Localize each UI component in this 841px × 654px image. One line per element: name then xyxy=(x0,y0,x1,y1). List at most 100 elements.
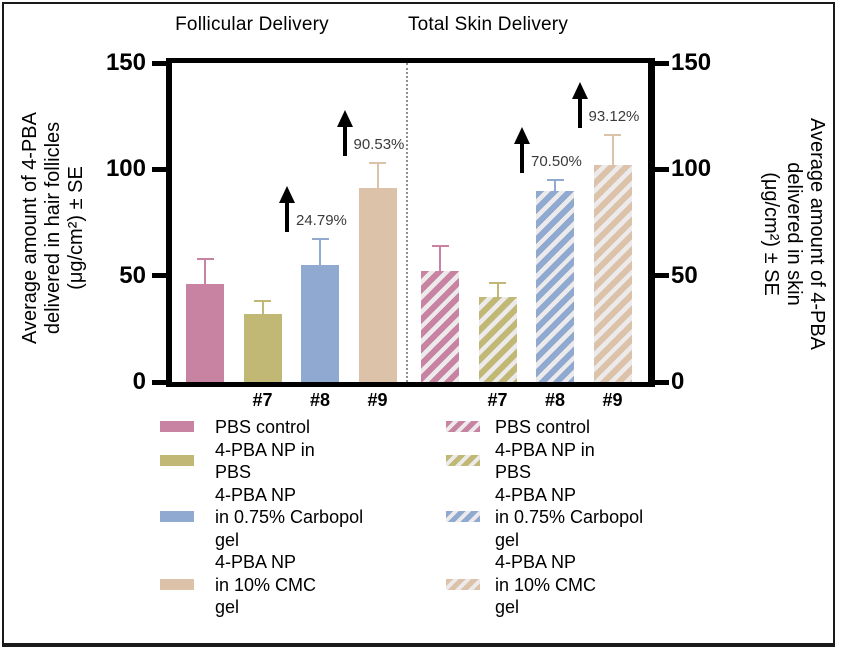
error-bar-shaft-0-3 xyxy=(376,161,379,189)
legend-item-1-line-1: PBS xyxy=(495,462,532,482)
error-bar-shaft-1-0 xyxy=(439,244,441,272)
x-tick-label-0-2: #8 xyxy=(309,390,331,410)
error-bar-cap-1-1 xyxy=(489,282,506,285)
legend-item-2-line-1: in 0.75% Carbopol xyxy=(495,507,644,527)
plot-frame xyxy=(166,58,655,387)
y-tick-right-50 xyxy=(655,273,669,279)
error-bar-shaft-0-0 xyxy=(204,257,206,285)
legend-swatch-np_olive xyxy=(160,455,194,466)
legend-item-3-line-0: 4-PBA NP xyxy=(215,552,297,572)
error-bar-cap-0-0 xyxy=(196,257,214,260)
y-axis-label-right: Average amount of 4-PBA delivered in ski… xyxy=(756,59,828,409)
error-bar-cap-0-1 xyxy=(254,300,271,303)
panel-title-total-skin: Total Skin Delivery xyxy=(407,14,569,35)
y-tick-right-0 xyxy=(655,379,669,385)
increase-arrow-shaft xyxy=(285,203,289,233)
y-tick-label-left-100: 100 xyxy=(105,155,146,183)
legend-item-0: PBS control xyxy=(446,416,676,439)
legend-total-skin: PBS control 4-PBA NP in PBS 4-PBA NP in 0.75… xyxy=(446,416,676,619)
increase-arrow-shaft xyxy=(342,126,347,156)
error-bar-shaft-1-1 xyxy=(496,282,499,297)
y-axis-label-left-line3: (μg/cm²) ± SE xyxy=(65,166,87,290)
panel-title-follicular: Follicular Delivery xyxy=(175,14,329,35)
legend-swatch-pbs_pink xyxy=(160,421,194,433)
legend-swatch-carbopol_blue-hatched xyxy=(446,511,480,523)
y-tick-right-100 xyxy=(655,166,669,172)
increase-arrow-1-2 xyxy=(513,126,531,173)
legend-item-1-line-1: PBS xyxy=(215,462,252,482)
x-tick-label-1-2: #8 xyxy=(544,390,566,410)
bar-follicular-1 xyxy=(243,313,282,382)
legend-swatch-carbopol_blue xyxy=(160,511,194,523)
error-bar-cap-1-3 xyxy=(604,134,621,137)
y-tick-label-right-150: 150 xyxy=(671,49,712,76)
increase-arrow-head xyxy=(514,126,530,144)
increase-arrow-shaft xyxy=(520,143,524,173)
y-axis-label-left-line1: Average amount of 4-PBA xyxy=(19,112,41,344)
legend-item-3-line-2: gel xyxy=(215,597,240,617)
legend-item-3-line-0: 4-PBA NP xyxy=(495,552,577,572)
legend-swatch-np_olive-hatched xyxy=(446,455,480,466)
y-axis-label-right-line3: (μg/cm²) ± SE xyxy=(760,172,782,296)
error-bar-cap-1-0 xyxy=(431,244,449,247)
y-tick-label-left-50: 50 xyxy=(119,261,146,289)
legend-item-1-line-0: 4-PBA NP in xyxy=(495,439,595,460)
increase-percent-label-1-3: 93.12% xyxy=(588,108,640,126)
y-tick-left-0 xyxy=(152,379,166,385)
y-tick-left-50 xyxy=(152,273,166,279)
legend-item-2: 4-PBA NP in 0.75% Carbopol gel xyxy=(446,484,676,552)
x-tick-label-1-3: #9 xyxy=(602,390,623,410)
error-bar-shaft-0-2 xyxy=(319,238,321,266)
error-bar-cap-0-2 xyxy=(311,238,329,241)
y-tick-left-150 xyxy=(152,60,166,66)
panel-divider-dotted-line xyxy=(406,63,408,382)
error-bar-cap-0-3 xyxy=(369,161,386,164)
legend-item-3-line-2: gel xyxy=(495,597,520,617)
increase-arrow-head xyxy=(571,82,588,100)
legend-item-0: PBS control xyxy=(160,416,390,439)
y-tick-label-right-0: 0 xyxy=(671,368,685,395)
increase-arrow-0-3 xyxy=(336,109,354,156)
increase-arrow-head xyxy=(279,186,295,204)
x-tick-label-1-1: #7 xyxy=(487,390,508,410)
legend-follicular: PBS control 4-PBA NP in PBS 4-PBA NP in 0.75… xyxy=(160,416,390,619)
legend-swatch-pbs_pink-hatched xyxy=(446,421,480,433)
bar-total-skin-3 xyxy=(593,165,632,382)
legend-item-2-line-0: 4-PBA NP xyxy=(495,484,577,505)
x-tick-label-0-3: #9 xyxy=(367,390,388,410)
y-tick-label-left-0: 0 xyxy=(132,368,146,395)
legend-swatch-cmc_tan-hatched xyxy=(446,578,480,590)
error-bar-shaft-0-1 xyxy=(261,300,264,314)
legend-item-3: 4-PBA NP in 10% CMC gel xyxy=(446,551,676,619)
bar-total-skin-0 xyxy=(421,271,459,382)
figure-border xyxy=(2,2,835,647)
y-tick-right-150 xyxy=(655,60,669,66)
error-bar-shaft-1-2 xyxy=(554,178,556,191)
x-tick-label-0-1: #7 xyxy=(252,390,273,410)
bar-follicular-2 xyxy=(301,265,339,382)
y-axis-label-left: Average amount of 4-PBA delivered in hai… xyxy=(19,53,91,403)
error-bar-shaft-1-3 xyxy=(611,134,614,166)
y-tick-label-left-150: 150 xyxy=(105,49,146,76)
y-tick-left-100 xyxy=(152,166,166,172)
legend-item-2-line-1: in 0.75% Carbopol xyxy=(215,507,364,527)
bar-total-skin-2 xyxy=(536,190,574,382)
error-bar-cap-1-2 xyxy=(546,178,564,181)
y-axis-label-left-line2: delivered in hair follicles xyxy=(42,121,64,335)
y-axis-label-right-line1: Average amount of 4-PBA xyxy=(806,118,828,350)
legend-item-1: 4-PBA NP in PBS xyxy=(160,439,390,484)
plot-area xyxy=(172,63,648,382)
y-tick-label-right-50: 50 xyxy=(671,261,698,289)
legend-item-1-line-0: 4-PBA NP in xyxy=(215,439,315,460)
increase-percent-label-1-2: 70.50% xyxy=(531,152,582,170)
legend-item-3-line-1: in 10% CMC xyxy=(215,574,317,595)
increase-arrow-0-2 xyxy=(278,186,296,233)
y-tick-label-right-100: 100 xyxy=(671,155,712,183)
y-axis-label-right-line2: delivered in skin xyxy=(783,162,805,306)
legend-item-0-line-0: PBS control xyxy=(215,417,311,437)
legend-item-0-line-0: PBS control xyxy=(495,417,591,437)
bar-follicular-3 xyxy=(358,188,397,382)
legend-item-1: 4-PBA NP in PBS xyxy=(446,439,676,484)
legend-item-3-line-1: in 10% CMC xyxy=(495,574,597,595)
